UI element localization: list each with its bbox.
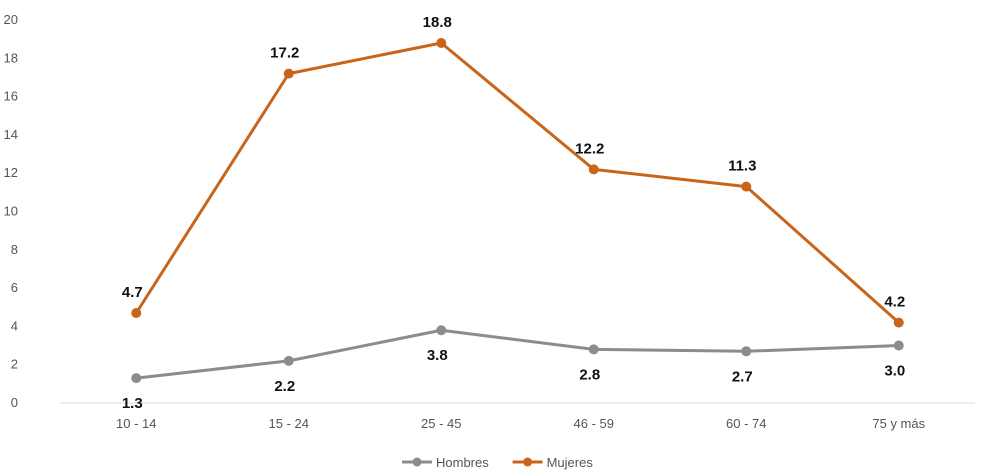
data-label-hombres: 3.0 bbox=[884, 363, 905, 380]
y-tick-label: 14 bbox=[4, 127, 18, 142]
x-tick-label: 46 - 59 bbox=[574, 416, 614, 431]
data-point-mujeres bbox=[588, 164, 599, 175]
data-point-mujeres bbox=[436, 37, 447, 48]
data-label-mujeres: 4.7 bbox=[122, 284, 143, 301]
x-tick-label: 25 - 45 bbox=[421, 416, 461, 431]
data-label-hombres: 2.2 bbox=[274, 378, 295, 395]
data-label-hombres: 3.8 bbox=[427, 347, 448, 364]
data-point-mujeres bbox=[741, 181, 752, 192]
data-labels: 1.3 2.2 3.8 2.8 2.7 3.0 4.7 17.2 18.8 12.2 11.3 4.2 bbox=[122, 14, 905, 412]
data-point-hombres bbox=[283, 355, 294, 366]
data-point-mujeres bbox=[283, 68, 294, 79]
data-point-hombres bbox=[893, 340, 904, 351]
x-tick-label: 15 - 24 bbox=[269, 416, 309, 431]
data-label-mujeres: 17.2 bbox=[270, 45, 299, 62]
legend-swatch-marker bbox=[412, 457, 422, 467]
x-tick-label: 75 y más bbox=[872, 416, 925, 431]
legend-label-hombres: Hombres bbox=[436, 455, 489, 470]
data-point-hombres bbox=[588, 344, 599, 355]
data-point-mujeres bbox=[893, 317, 904, 328]
data-label-hombres: 1.3 bbox=[122, 395, 143, 412]
series-layer bbox=[131, 37, 904, 384]
y-tick-label: 4 bbox=[11, 318, 18, 333]
data-point-hombres bbox=[436, 325, 447, 336]
series-line-hombres bbox=[134, 328, 901, 380]
data-label-mujeres: 12.2 bbox=[575, 140, 604, 157]
legend: Hombres Mujeres bbox=[402, 455, 593, 470]
data-label-mujeres: 4.2 bbox=[884, 294, 905, 311]
y-tick-label: 18 bbox=[4, 50, 18, 65]
data-label-mujeres: 11.3 bbox=[728, 158, 756, 175]
y-tick-label: 10 bbox=[4, 204, 18, 219]
x-tick-label: 10 - 14 bbox=[116, 416, 156, 431]
data-point-mujeres bbox=[131, 307, 142, 318]
y-tick-label: 0 bbox=[11, 395, 18, 410]
y-tick-label: 6 bbox=[11, 280, 18, 295]
data-point-hombres bbox=[741, 346, 752, 357]
y-tick-label: 2 bbox=[11, 357, 18, 372]
legend-label-mujeres: Mujeres bbox=[547, 455, 594, 470]
y-tick-label: 12 bbox=[4, 165, 18, 180]
data-label-hombres: 2.7 bbox=[732, 368, 753, 385]
x-tick-label: 60 - 74 bbox=[726, 416, 766, 431]
x-axis: 10 - 14 15 - 24 25 - 45 46 - 59 60 - 74 75 y … bbox=[60, 402, 975, 431]
series-line-mujeres bbox=[134, 41, 901, 325]
y-tick-label: 20 bbox=[4, 12, 18, 27]
y-tick-label: 16 bbox=[4, 89, 18, 104]
data-point-hombres bbox=[131, 373, 142, 384]
legend-swatch-marker bbox=[523, 457, 533, 467]
data-label-hombres: 2.8 bbox=[579, 366, 600, 383]
y-tick-label: 8 bbox=[11, 242, 18, 257]
data-label-mujeres: 18.8 bbox=[423, 14, 452, 31]
y-axis: 0 2 4 6 8 10 12 14 16 18 20 bbox=[4, 12, 18, 410]
